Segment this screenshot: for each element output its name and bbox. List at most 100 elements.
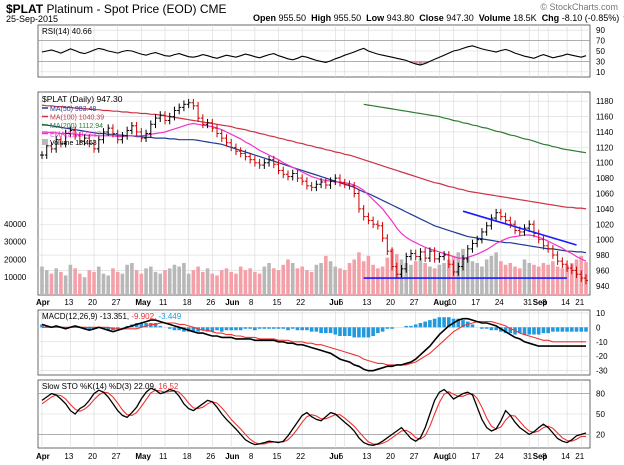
- macd-histogram-bar: [106, 327, 111, 331]
- volume-bar: [465, 257, 470, 295]
- price-bar: [229, 138, 234, 152]
- price-x-label: 11: [159, 298, 168, 307]
- down-arrow-icon: ▼: [622, 14, 624, 23]
- sto-k-line: [41, 387, 587, 446]
- volume-bar: [342, 270, 347, 295]
- volume-tick-label: 40000: [4, 220, 27, 229]
- price-bar: [248, 152, 253, 164]
- volume-bar: [248, 268, 252, 295]
- price-bar: [314, 180, 319, 192]
- price-bar: [333, 174, 338, 186]
- volume-bar: [229, 271, 234, 295]
- price-bar: [427, 247, 432, 262]
- price-bar: [541, 235, 546, 250]
- low-value: 943.80: [386, 13, 415, 23]
- price-bar: [432, 247, 437, 263]
- price-bar: [418, 248, 423, 261]
- price-bar: [484, 221, 489, 236]
- macd-histogram-bar: [300, 327, 304, 331]
- volume-bar: [186, 273, 191, 295]
- legend-label-ma200: MA(200) 1112.94: [50, 123, 103, 130]
- price-tick-label: 1000: [596, 236, 614, 245]
- price-x-label: Sep: [533, 298, 548, 307]
- price-bar: [574, 266, 579, 279]
- volume-bar: [267, 263, 271, 295]
- macd-histogram-bar: [432, 318, 437, 328]
- price-bar: [446, 251, 451, 269]
- price-bar: [92, 139, 97, 153]
- volume-bar: [253, 271, 257, 295]
- macd-tick-label: -10: [596, 338, 608, 347]
- price-x-label: 27: [112, 298, 121, 307]
- volume-bar: [442, 263, 446, 295]
- price-bar: [262, 158, 267, 169]
- volume-bar: [437, 264, 442, 295]
- macd-histogram-bar: [153, 323, 158, 328]
- volume-bar: [224, 268, 229, 295]
- price-bar: [68, 126, 73, 138]
- macd-histogram-bar: [437, 317, 442, 328]
- price-tick-label: 1020: [596, 220, 614, 229]
- volume-bar: [144, 268, 148, 295]
- macd-histogram-bar: [404, 325, 409, 328]
- rsi-line: [41, 45, 587, 66]
- price-bar: [584, 274, 588, 285]
- change-value: -8.10 (-0.85%): [561, 13, 620, 23]
- macd-histogram-bar: [390, 327, 394, 329]
- price-tick-label: 1140: [596, 128, 614, 137]
- volume-bar: [281, 264, 286, 295]
- price-bar: [267, 155, 272, 167]
- price-tick-label: 940: [596, 282, 610, 291]
- price-bar: [304, 177, 309, 190]
- ma-line-ma100: [41, 104, 587, 210]
- macd-tick-label: -20: [596, 352, 608, 361]
- sto-tick-label: 80: [596, 390, 605, 399]
- volume-tick-label: 20000: [4, 255, 27, 264]
- price-bar: [352, 181, 357, 198]
- price-bar: [408, 249, 413, 261]
- price-x-label: 15: [273, 298, 282, 307]
- price-x-label: 8: [249, 298, 254, 307]
- price-bar: [243, 149, 248, 161]
- volume-bar: [324, 255, 328, 295]
- price-tick-label: 1180: [596, 97, 614, 106]
- volume-bar: [276, 270, 281, 295]
- price-x-label: 20: [386, 298, 395, 307]
- bottom-x-label: 21: [575, 452, 584, 461]
- volume-bar: [125, 264, 129, 295]
- bottom-x-label: 31: [523, 452, 532, 461]
- volume-bar: [532, 264, 536, 295]
- price-bar: [276, 160, 281, 175]
- volume-bar: [357, 252, 361, 295]
- price-bar: [546, 241, 551, 253]
- price-bar: [191, 98, 196, 110]
- macd-histogram-bar: [527, 327, 532, 335]
- macd-histogram-bar: [324, 327, 328, 334]
- volume-bar: [115, 271, 120, 295]
- volume-bar: [503, 264, 508, 295]
- legend-swatch-volume: [42, 139, 48, 145]
- volume-bar: [134, 270, 139, 295]
- price-bar: [252, 155, 257, 167]
- bottom-x-label: Apr: [36, 452, 50, 461]
- ma-line-ma200: [363, 103, 587, 154]
- price-x-label: Jul: [329, 298, 341, 307]
- price-bar: [158, 111, 163, 122]
- macd-histogram-bar: [555, 327, 560, 332]
- macd-histogram-bar: [428, 320, 432, 328]
- price-x-label: May: [135, 298, 151, 307]
- volume-bar: [517, 268, 522, 295]
- price-bar: [181, 100, 186, 112]
- macd-histogram-bar: [352, 327, 357, 338]
- price-bar: [106, 124, 111, 136]
- volume-bar: [262, 266, 267, 295]
- volume-bar: [271, 268, 276, 295]
- macd-histogram-bar: [560, 327, 565, 332]
- price-bar: [82, 134, 87, 146]
- close-label: Close: [419, 13, 444, 23]
- price-x-label: 21: [575, 298, 584, 307]
- macd-histogram-bar: [579, 327, 584, 332]
- macd-histogram-bar: [508, 327, 513, 334]
- macd-histogram-bar: [489, 327, 494, 331]
- price-bar: [361, 205, 366, 221]
